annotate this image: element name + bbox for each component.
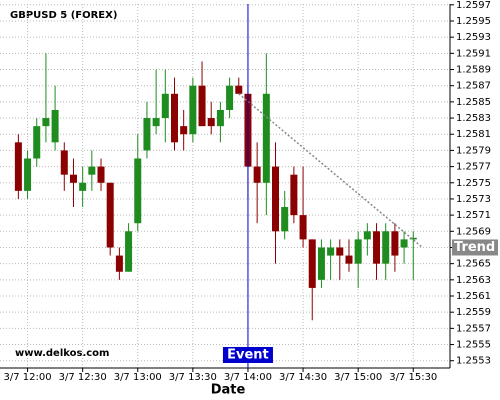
x-tick-label: 3/7 12:30 (59, 372, 107, 383)
x-tick-label: 3/7 15:30 (389, 372, 437, 383)
candle-body (79, 182, 87, 191)
candle-body (363, 231, 371, 240)
candle-body (198, 85, 206, 127)
y-tick-label: 1.2581 (456, 129, 491, 140)
candle-body (189, 85, 197, 135)
x-tick-label: 3/7 13:30 (169, 372, 217, 383)
x-tick-label: 3/7 15:00 (334, 372, 382, 383)
y-tick-label: 1.2583 (456, 113, 491, 124)
trend-label: Trend (454, 240, 495, 255)
candle-body (207, 118, 215, 127)
x-tick-label: 3/7 14:00 (224, 372, 272, 383)
candle-body (216, 109, 224, 127)
y-tick-label: 1.2573 (456, 194, 491, 205)
candle-body (235, 85, 243, 94)
y-tick-label: 1.2597 (456, 0, 491, 11)
candle-body (409, 237, 417, 240)
candle-body (391, 231, 399, 256)
y-tick-label: 1.2561 (456, 291, 491, 302)
candle-body (51, 109, 59, 143)
y-tick-label: 1.2569 (456, 226, 491, 237)
candle-body (281, 207, 289, 232)
candle-body (33, 126, 41, 159)
y-tick-label: 1.2563 (456, 275, 491, 286)
y-tick-label: 1.2579 (456, 145, 491, 156)
candle-body (262, 93, 270, 183)
candle-body (69, 174, 77, 183)
candle-body (125, 231, 133, 272)
candle-body (42, 118, 50, 127)
candle-body (382, 231, 390, 264)
candle-body (336, 247, 344, 256)
y-tick-label: 1.2557 (456, 323, 491, 334)
y-tick-label: 1.2585 (456, 97, 491, 108)
candle-body (253, 166, 261, 183)
y-tick-label: 1.2589 (456, 65, 491, 76)
candle-body (24, 158, 32, 191)
y-tick-label: 1.2575 (456, 178, 491, 189)
candle-body (106, 182, 114, 248)
y-tick-label: 1.2595 (456, 16, 491, 27)
candle-body (88, 166, 96, 175)
candle-body (180, 126, 188, 135)
y-tick-label: 1.2559 (456, 307, 491, 318)
y-tick-label: 1.2591 (456, 48, 491, 59)
watermark: www.delkos.com (15, 348, 109, 359)
y-tick-label: 1.2587 (456, 81, 491, 92)
candle-body (354, 239, 362, 264)
y-tick-label: 1.2565 (456, 259, 491, 270)
x-tick-label: 3/7 13:00 (114, 372, 162, 383)
x-tick-label: 3/7 12:00 (4, 372, 52, 383)
candle-body (60, 150, 68, 175)
candle-body (134, 158, 142, 224)
candle-body (400, 239, 408, 248)
x-axis-title: Date (211, 383, 246, 398)
candle-body (161, 93, 169, 119)
candle-body (170, 93, 178, 143)
chart-title: GBPUSD 5 (FOREX) (10, 10, 117, 21)
candle-body (152, 118, 160, 127)
candle-body (143, 118, 151, 151)
event-label: Event (227, 348, 269, 363)
candle-body (317, 247, 325, 280)
y-tick-label: 1.2555 (456, 340, 491, 351)
candle-body (115, 255, 123, 272)
y-tick-label: 1.2553 (456, 356, 491, 367)
candle-body (345, 255, 353, 264)
candle-body (226, 85, 234, 110)
y-tick-label: 1.2593 (456, 32, 491, 43)
candle-body (299, 215, 307, 240)
trend-label-bg (452, 239, 498, 256)
candle-body (97, 166, 105, 183)
event-label-bg (222, 347, 273, 363)
candle-body (327, 247, 335, 256)
candle-body (14, 142, 22, 191)
candle-body (272, 166, 280, 232)
y-tick-label: 1.2571 (456, 210, 491, 221)
x-tick-label: 3/7 14:30 (279, 372, 327, 383)
candle-body (373, 231, 381, 264)
candle-body (308, 239, 316, 288)
y-tick-label: 1.2577 (456, 162, 491, 173)
candle-body (290, 174, 298, 216)
